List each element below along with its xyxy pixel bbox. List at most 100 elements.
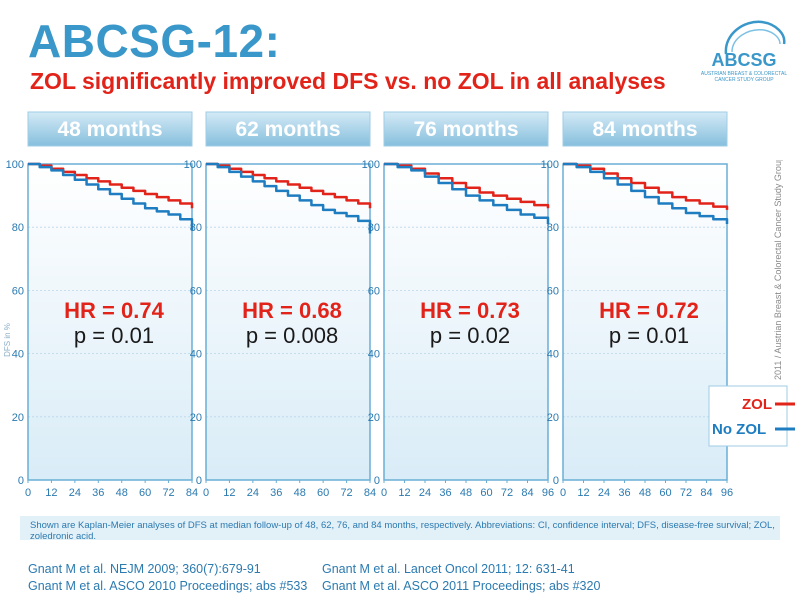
chart-panel-2: 76 months 0 20 40 60 80 100 0 12 24 36 48 60 72 84 96 HR… (362, 111, 554, 499)
y-axis-title: DFS in % (3, 323, 12, 357)
no-zol-curve (384, 162, 550, 225)
plot-border (205, 163, 371, 481)
panel-title: 76 months (413, 118, 518, 141)
x-tick-label: 24 (419, 487, 431, 499)
x-tick-label: 12 (223, 487, 235, 499)
chart-panel-3: 84 months 0 20 40 60 80 100 0 12 24 36 48 60 72 84 96 HR… (541, 111, 733, 499)
x-tick-label: 60 (480, 487, 492, 499)
panel-title: 62 months (235, 118, 340, 141)
y-tick-label: 20 (190, 412, 202, 424)
y-tick-label: 100 (6, 159, 24, 171)
plot-area (206, 164, 370, 480)
x-tick-label: 72 (501, 487, 513, 499)
x-tick-label: 60 (317, 487, 329, 499)
y-tick-label: 100 (541, 159, 559, 171)
x-tick-label: 84 (700, 487, 712, 499)
x-tick-label: 24 (69, 487, 81, 499)
x-tick-label: 48 (116, 487, 128, 499)
no-zol-curve (206, 162, 372, 234)
y-tick-label: 40 (190, 349, 202, 361)
y-tick-label: 100 (362, 159, 380, 171)
x-tick-label: 36 (618, 487, 630, 499)
panel-header (562, 111, 728, 147)
x-tick-label: 0 (381, 487, 387, 499)
legend: ZOL No ZOL (708, 385, 795, 447)
abcsg-logo: ABCSG AUSTRIAN BREAST & COLORECTAL CANCE… (701, 20, 787, 83)
logo-subtext-1: AUSTRIAN BREAST & COLORECTAL (701, 71, 787, 77)
x-tick-label: 48 (639, 487, 651, 499)
y-tick-label: 20 (368, 412, 380, 424)
p-value-label: p = 0.01 (609, 323, 689, 348)
logo-text: ABCSG (711, 50, 776, 70)
hr-label: HR = 0.72 (599, 298, 699, 323)
zol-curve (206, 162, 372, 209)
panel-title: 48 months (57, 118, 162, 141)
footnote-band (20, 516, 780, 540)
panel-title: 84 months (592, 118, 697, 141)
legend-label-zol: ZOL (742, 396, 772, 413)
p-value-label: p = 0.01 (74, 323, 154, 348)
y-tick-label: 80 (190, 222, 202, 234)
y-tick-label: 100 (184, 159, 202, 171)
y-tick-label: 0 (553, 475, 559, 487)
chart-panel-1: 62 months 0 20 40 60 80 100 0 12 24 36 48 60 72 84 HR =… (184, 111, 376, 499)
x-tick-label: 24 (247, 487, 259, 499)
x-tick-label: 36 (439, 487, 451, 499)
x-tick-label: 96 (721, 487, 733, 499)
x-tick-label: 72 (340, 487, 352, 499)
y-tick-label: 0 (196, 475, 202, 487)
x-tick-label: 36 (270, 487, 282, 499)
copyright-sidebar: 2011 / Austrian Breast & Colorectal Canc… (773, 160, 783, 380)
y-tick-label: 60 (547, 285, 559, 297)
y-tick-label: 60 (12, 285, 24, 297)
x-tick-label: 84 (186, 487, 198, 499)
y-tick-label: 80 (547, 222, 559, 234)
y-tick-label: 40 (368, 349, 380, 361)
x-tick-label: 0 (203, 487, 209, 499)
panel-header (27, 111, 193, 147)
y-tick-label: 0 (374, 475, 380, 487)
p-value-label: p = 0.02 (430, 323, 510, 348)
plot-border (27, 163, 193, 481)
x-tick-label: 60 (659, 487, 671, 499)
x-tick-label: 12 (577, 487, 589, 499)
y-tick-label: 60 (368, 285, 380, 297)
x-tick-label: 72 (162, 487, 174, 499)
y-tick-label: 80 (368, 222, 380, 234)
x-tick-label: 0 (560, 487, 566, 499)
hr-label: HR = 0.68 (242, 298, 342, 323)
y-tick-label: 40 (12, 349, 24, 361)
panel-header (205, 111, 371, 147)
x-tick-label: 84 (364, 487, 376, 499)
no-zol-curve (563, 162, 729, 225)
x-tick-label: 36 (92, 487, 104, 499)
reference-3: Gnant M et al. Lancet Oncol 2011; 12: 63… (322, 562, 575, 576)
copyright-text: 2011 / Austrian Breast & Colorectal Canc… (773, 160, 783, 380)
y-tick-label: 20 (547, 412, 559, 424)
legend-box (708, 385, 788, 447)
hr-label: HR = 0.73 (420, 298, 520, 323)
y-tick-label: 40 (547, 349, 559, 361)
x-tick-label: 48 (460, 487, 472, 499)
p-value-label: p = 0.008 (246, 323, 338, 348)
logo-swirl-inner (731, 29, 781, 53)
logo-swirl (724, 20, 786, 55)
legend-label-no-zol: No ZOL (712, 421, 766, 438)
page-title: ABCSG-12: (28, 15, 281, 67)
x-tick-label: 12 (45, 487, 57, 499)
chart-panel-0: 48 months 0 20 40 60 80 100 0 12 24 36 48 60 72 84 HR =… (6, 111, 198, 499)
logo-subtext-2: CANCER STUDY GROUP (714, 77, 774, 83)
y-tick-label: 60 (190, 285, 202, 297)
x-tick-label: 12 (398, 487, 410, 499)
x-tick-label: 48 (294, 487, 306, 499)
x-tick-label: 84 (521, 487, 533, 499)
x-tick-label: 24 (598, 487, 610, 499)
plot-area (384, 164, 548, 480)
reference-1: Gnant M et al. NEJM 2009; 360(7):679-91 (28, 562, 261, 576)
zol-curve (28, 162, 194, 209)
page-subtitle: ZOL significantly improved DFS vs. no ZO… (30, 68, 666, 94)
plot-area (28, 164, 192, 480)
no-zol-curve (28, 162, 194, 231)
